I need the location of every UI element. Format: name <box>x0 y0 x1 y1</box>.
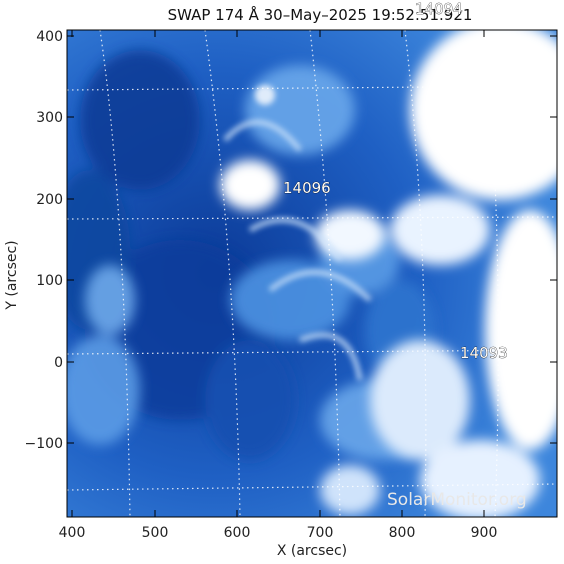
plot-frame <box>66 29 558 518</box>
y-tick-label: 300 <box>36 110 63 126</box>
x-tick-label: 900 <box>471 525 498 541</box>
y-tick-label: −100 <box>25 436 63 452</box>
x-tick-label: 600 <box>224 525 251 541</box>
y-tick-label: 400 <box>36 29 63 45</box>
x-tick-label: 400 <box>59 525 86 541</box>
solar-euv-image <box>67 30 557 517</box>
x-tick-label: 700 <box>307 525 334 541</box>
heliographic-grid <box>67 30 557 517</box>
x-tick-label: 800 <box>389 525 416 541</box>
x-tick-label: 500 <box>142 525 169 541</box>
watermark: SolarMonitor.org <box>387 490 527 510</box>
y-axis-label: Y (arcsec) <box>4 240 20 310</box>
active-region-label: 14096 <box>283 179 331 197</box>
y-tick-label: 0 <box>54 355 63 371</box>
x-axis <box>71 30 485 517</box>
active-region-label: 14093 <box>460 344 508 362</box>
x-axis-label: X (arcsec) <box>277 543 347 559</box>
y-axis <box>67 35 557 444</box>
y-tick-label: 100 <box>36 273 63 289</box>
active-region-label: 14094 <box>415 0 463 18</box>
y-tick-label: 200 <box>36 192 63 208</box>
image-title: SWAP 174 Å 30–May–2025 19:52:51.921 <box>168 5 473 24</box>
